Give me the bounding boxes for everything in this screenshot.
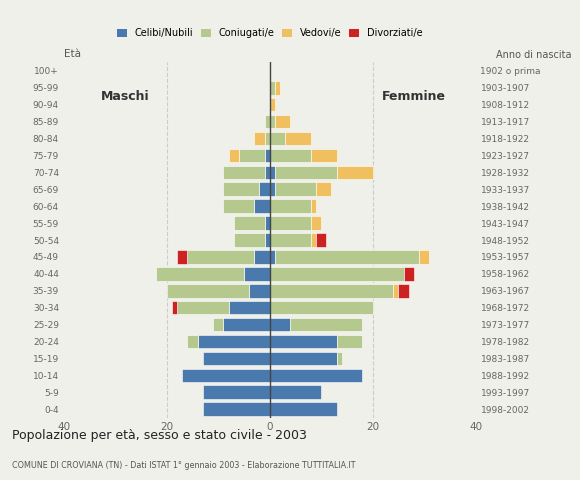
Bar	[223, 199, 254, 213]
Bar	[187, 250, 254, 264]
Bar	[264, 132, 270, 145]
Text: Popolazione per età, sesso e stato civile - 2003: Popolazione per età, sesso e stato civil…	[12, 429, 306, 442]
Bar	[404, 267, 414, 281]
Bar	[270, 402, 336, 416]
Bar	[270, 149, 311, 162]
Bar	[270, 250, 275, 264]
Bar	[223, 166, 264, 179]
Text: Anno di nascita: Anno di nascita	[496, 50, 571, 60]
Bar	[264, 216, 270, 230]
Bar	[419, 250, 429, 264]
Bar	[285, 132, 311, 145]
Bar	[177, 250, 187, 264]
Bar	[198, 335, 270, 348]
Bar	[223, 318, 270, 331]
Bar	[311, 233, 316, 247]
Bar	[275, 250, 419, 264]
Bar	[311, 149, 336, 162]
Bar	[275, 182, 316, 196]
Bar	[270, 318, 290, 331]
Bar	[270, 81, 275, 95]
Bar	[270, 335, 336, 348]
Bar	[270, 216, 311, 230]
Bar	[234, 216, 264, 230]
Bar	[270, 115, 275, 128]
Bar	[270, 352, 336, 365]
Bar	[254, 250, 270, 264]
Bar	[290, 318, 362, 331]
Bar	[249, 284, 270, 298]
Bar	[270, 301, 372, 314]
Bar	[316, 182, 331, 196]
Bar	[311, 199, 316, 213]
Bar	[275, 166, 336, 179]
Bar	[259, 182, 270, 196]
Bar	[213, 318, 223, 331]
Bar	[203, 385, 270, 399]
Bar	[316, 233, 327, 247]
Text: COMUNE DI CROVIANA (TN) - Dati ISTAT 1° gennaio 2003 - Elaborazione TUTTITALIA.I: COMUNE DI CROVIANA (TN) - Dati ISTAT 1° …	[12, 461, 355, 470]
Bar	[244, 267, 270, 281]
Bar	[393, 284, 398, 298]
Bar	[270, 132, 285, 145]
Bar	[311, 216, 321, 230]
Bar	[239, 149, 264, 162]
Legend: Celibi/Nubili, Coniugati/e, Vedovi/e, Divorziati/e: Celibi/Nubili, Coniugati/e, Vedovi/e, Di…	[115, 26, 424, 40]
Bar	[270, 98, 275, 111]
Bar	[254, 199, 270, 213]
Bar	[336, 166, 372, 179]
Bar	[254, 132, 264, 145]
Bar	[270, 385, 321, 399]
Bar	[336, 352, 342, 365]
Text: Età: Età	[64, 49, 81, 59]
Bar	[336, 335, 362, 348]
Bar	[187, 335, 198, 348]
Bar	[275, 81, 280, 95]
Bar	[270, 166, 275, 179]
Bar	[270, 182, 275, 196]
Bar	[264, 149, 270, 162]
Bar	[177, 301, 229, 314]
Bar	[203, 402, 270, 416]
Bar	[270, 284, 393, 298]
Bar	[270, 267, 404, 281]
Bar	[398, 284, 409, 298]
Bar	[264, 233, 270, 247]
Bar	[223, 182, 259, 196]
Bar	[203, 352, 270, 365]
Bar	[172, 301, 177, 314]
Bar	[182, 369, 270, 382]
Text: Femmine: Femmine	[382, 90, 446, 103]
Bar	[229, 301, 270, 314]
Bar	[270, 199, 311, 213]
Text: Maschi: Maschi	[102, 90, 150, 103]
Bar	[264, 115, 270, 128]
Bar	[264, 166, 270, 179]
Bar	[167, 284, 249, 298]
Bar	[270, 233, 311, 247]
Bar	[270, 369, 362, 382]
Bar	[234, 233, 264, 247]
Bar	[275, 115, 290, 128]
Bar	[229, 149, 239, 162]
Bar	[157, 267, 244, 281]
